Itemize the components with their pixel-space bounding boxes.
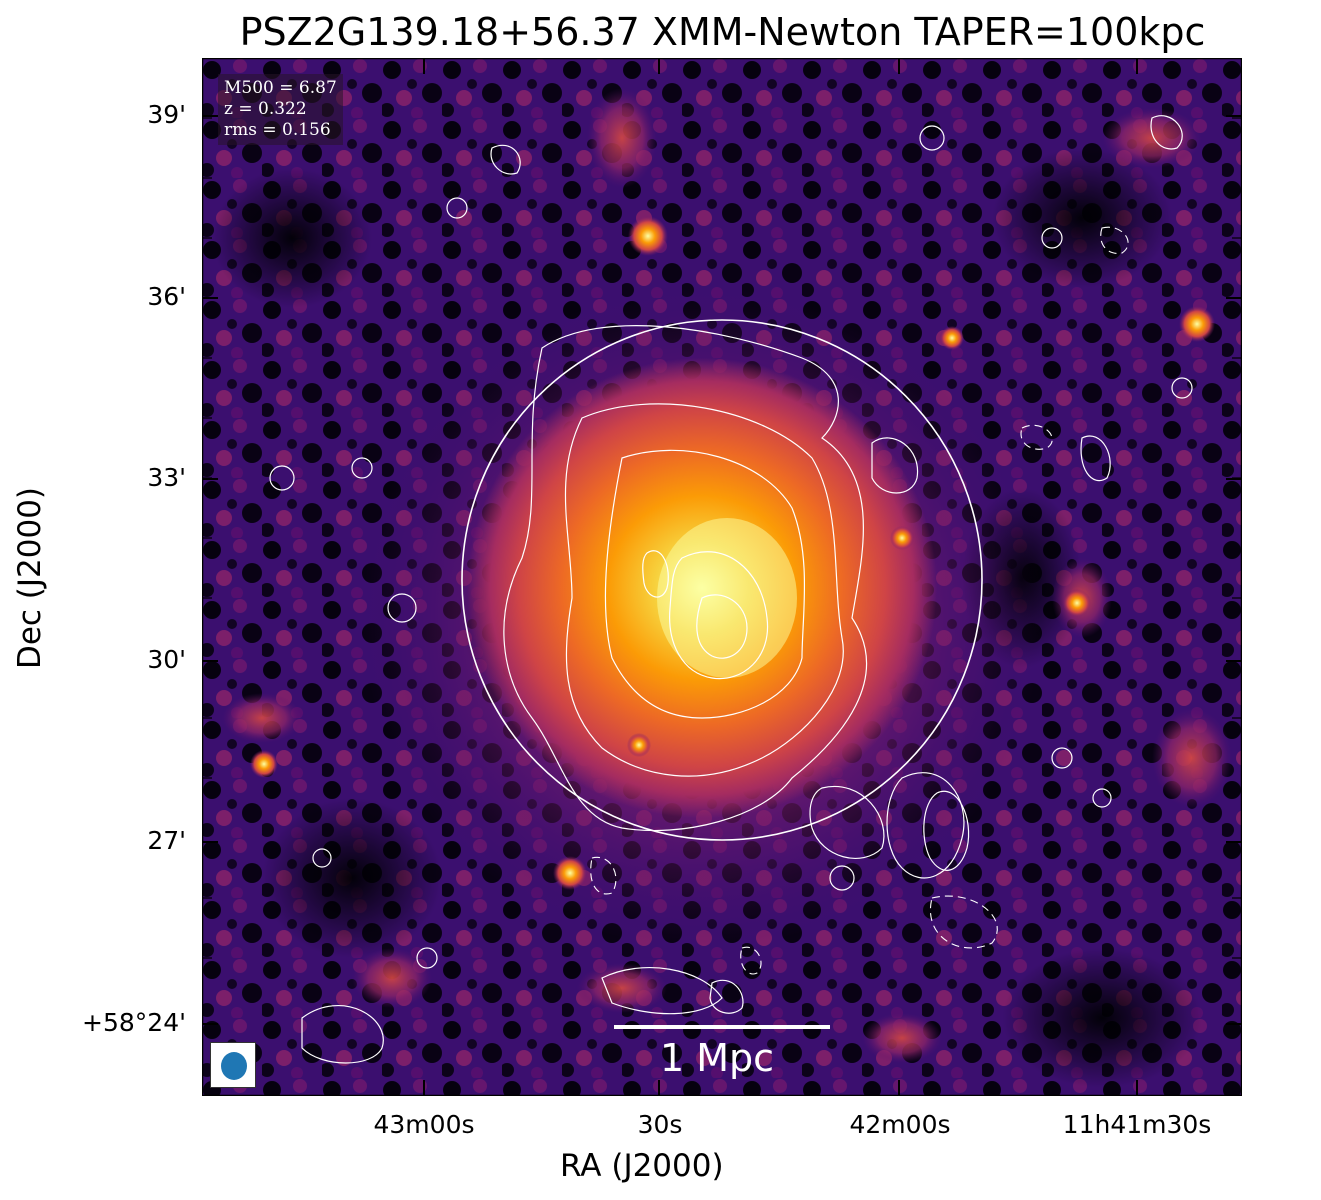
emission-blob: [222, 693, 302, 743]
point-source: [1179, 306, 1215, 342]
x-axis-label: RA (J2000): [560, 1148, 724, 1184]
point-source: [250, 750, 278, 778]
y-tick-label: +58°24': [82, 1008, 186, 1037]
rms-label: rms = 0.156: [224, 120, 331, 140]
emission-blob: [577, 963, 667, 1013]
negative-contours: [590, 226, 1129, 975]
y-tick-label: 27': [147, 826, 186, 855]
sky-image: [202, 58, 1242, 1096]
dark-region: [1002, 948, 1202, 1088]
plot-frame: [202, 58, 1242, 1096]
mass-label: M500 = 6.87: [224, 78, 337, 98]
emission-blob: [352, 948, 432, 1008]
x-tick-label: 11h41m30s: [1062, 1110, 1212, 1139]
r500-circle: [461, 319, 983, 841]
emission-blob: [1152, 708, 1232, 808]
dark-region: [262, 798, 442, 958]
point-source: [890, 526, 914, 550]
point-source: [940, 326, 964, 350]
cluster-peak: [657, 518, 797, 678]
image-canvas: [202, 58, 1242, 1096]
emission-blob: [862, 1013, 942, 1063]
plot-title: PSZ2G139.18+56.37 XMM-Newton TAPER=100kp…: [239, 10, 1206, 54]
radio-contours: [269, 115, 1193, 1064]
dark-region: [212, 168, 372, 308]
x-tick-label: 42m00s: [849, 1110, 951, 1139]
scale-bar: [614, 1025, 830, 1029]
y-tick-label: 30': [147, 645, 186, 674]
emission-blob: [587, 88, 657, 188]
x-tick-label: 30s: [637, 1110, 683, 1139]
point-source: [628, 216, 668, 256]
info-box: M500 = 6.87 z = 0.322 rms = 0.156: [218, 74, 343, 145]
y-tick-label: 39': [147, 100, 186, 129]
point-source: [1063, 589, 1091, 617]
beam-ellipse: [221, 1052, 247, 1080]
x-tick-label: 43m00s: [373, 1110, 475, 1139]
major-ticks: [202, 58, 1242, 1096]
y-tick-label: 36': [147, 282, 186, 311]
emission-blob: [1102, 108, 1202, 168]
dark-region: [992, 148, 1172, 288]
point-source: [553, 856, 587, 890]
y-axis-label: Dec (J2000): [12, 486, 48, 670]
beam-box: [210, 1042, 256, 1088]
scale-bar-label: 1 Mpc: [660, 1036, 775, 1080]
point-source: [627, 733, 651, 757]
y-tick-label: 33': [147, 463, 186, 492]
redshift-label: z = 0.322: [224, 99, 307, 119]
